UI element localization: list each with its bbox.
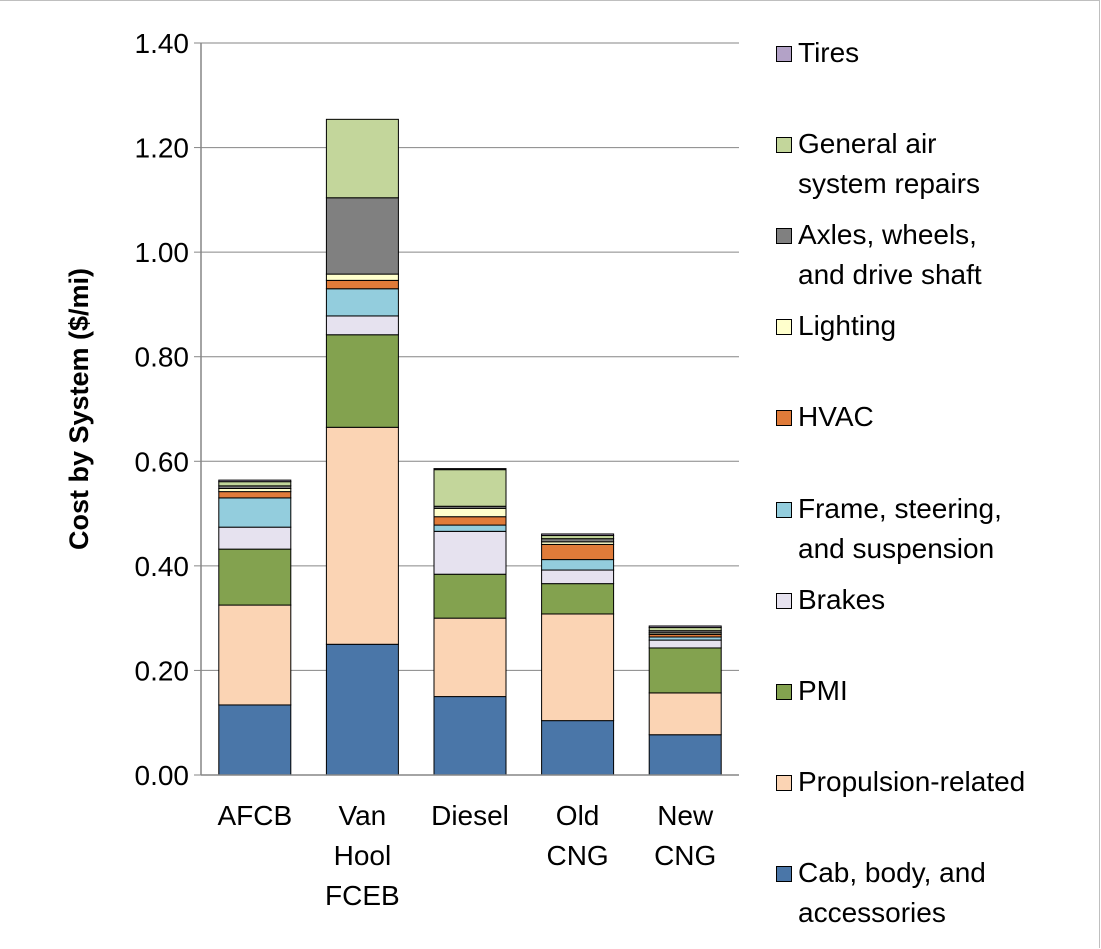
legend-swatch — [776, 774, 792, 791]
y-tick-label: 0.40 — [135, 551, 190, 582]
y-tick-label: 1.20 — [135, 133, 190, 164]
bar-segment — [648, 734, 722, 776]
bar-segment — [325, 315, 399, 336]
bar-segment — [218, 491, 292, 499]
bar-segment — [433, 507, 507, 518]
x-tick-label-line: FCEB — [325, 880, 400, 911]
legend-swatch — [776, 228, 792, 245]
bar-segment — [433, 516, 507, 526]
x-tick-label-line: New — [657, 800, 714, 831]
legend-swatch — [776, 592, 792, 609]
legend-swatch — [776, 46, 792, 62]
bar-segment — [218, 497, 292, 528]
y-tick-label: 1.00 — [135, 237, 190, 268]
y-axis-title: Cost by System ($/mi) — [64, 268, 94, 550]
legend-item: General air system repairs — [776, 124, 1028, 204]
bar-segment — [541, 559, 615, 571]
bar-segment — [325, 426, 399, 645]
y-tick-label: 1.40 — [135, 28, 190, 59]
bar-segment — [433, 469, 507, 507]
x-tick-label-line: AFCB — [217, 800, 292, 831]
bar-segment — [325, 197, 399, 275]
bar-segment — [325, 118, 399, 199]
legend-swatch — [776, 410, 792, 427]
x-tick-label: Van Hool FCEB — [325, 800, 400, 911]
legend-swatch — [776, 501, 792, 518]
bar-segment — [541, 543, 615, 561]
bar-segment — [541, 569, 615, 585]
bar-segment — [325, 334, 399, 428]
bar-segment — [433, 468, 507, 471]
bar-segment — [541, 613, 615, 722]
bar-segment — [218, 604, 292, 706]
x-tick-label: New CNG — [654, 800, 716, 871]
bar-segment — [325, 288, 399, 317]
bar-segment — [648, 647, 722, 694]
x-tick-label-line: Old — [556, 800, 600, 831]
legend-label: Tires — [798, 37, 860, 68]
legend-swatch — [776, 865, 792, 882]
x-tick-label: Diesel — [431, 800, 509, 831]
legend-swatch — [776, 683, 792, 700]
x-tick-label-line: Hool — [334, 840, 392, 871]
bar-segment — [541, 720, 615, 776]
bar-segment — [433, 530, 507, 575]
legend-label: Propulsion-related — [798, 765, 1026, 797]
legend-item: Cab, body, and accessories — [776, 853, 1028, 933]
bar-segment — [325, 279, 399, 290]
bar-segment — [433, 696, 507, 776]
y-tick-label: 0.00 — [135, 760, 190, 791]
bar-segment — [433, 617, 507, 698]
legend-label: General air system repairs — [798, 128, 981, 200]
legend-label: Brakes — [798, 583, 886, 615]
bar-segment — [648, 639, 722, 649]
bar-segment — [433, 524, 507, 532]
bar-segment — [325, 643, 399, 776]
legend-label: Axles, wheels, and drive shaft — [798, 219, 982, 291]
legend-label: HVAC — [798, 401, 874, 433]
bar-segment — [541, 533, 615, 537]
legend-label: Cab, body, and accessories — [798, 856, 986, 928]
legend-swatch — [776, 137, 792, 154]
x-tick-label: AFCB — [217, 800, 292, 831]
bar-segment — [433, 573, 507, 619]
x-tick-label-line: CNG — [546, 840, 608, 871]
y-tick-label: 0.60 — [135, 446, 190, 477]
legend-item: Axles, wheels, and drive shaft — [776, 215, 1028, 295]
legend-item: PMI — [776, 671, 1028, 711]
bar-segment — [218, 548, 292, 606]
bar-segment — [541, 583, 615, 615]
legend-item: HVAC — [776, 397, 1028, 437]
legend-label: PMI — [798, 674, 848, 706]
legend-item: Tires — [776, 33, 1028, 73]
legend-item: Propulsion-related — [776, 762, 1028, 802]
x-tick-label-line: Diesel — [431, 800, 509, 831]
legend-item: Lighting — [776, 306, 1028, 346]
x-tick-label-line: CNG — [654, 840, 716, 871]
y-tick-label: 0.80 — [135, 342, 190, 373]
bar-segment — [218, 526, 292, 550]
x-tick-label-line: Van — [339, 800, 387, 831]
legend-item: Frame, steering, and suspension — [776, 489, 1028, 569]
bar-segment — [218, 481, 292, 487]
bar-segment — [648, 692, 722, 736]
x-tick-label: Old CNG — [546, 800, 608, 871]
bar-segment — [648, 625, 722, 629]
legend-label: Lighting — [798, 310, 897, 342]
bar-segment — [325, 273, 399, 281]
legend-swatch — [776, 319, 792, 336]
bar-segment — [218, 704, 292, 776]
legend-item: Brakes — [776, 580, 1028, 620]
legend-label: Frame, steering, and suspension — [798, 492, 1002, 564]
y-tick-label: 0.20 — [135, 655, 190, 686]
bar-segment — [218, 479, 292, 483]
